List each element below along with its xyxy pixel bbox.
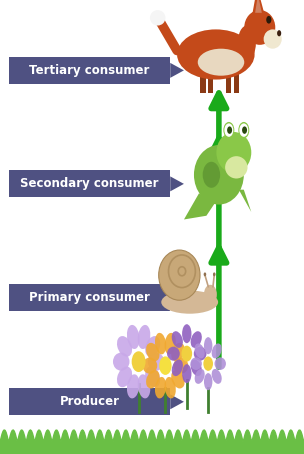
Ellipse shape (113, 353, 130, 371)
Ellipse shape (117, 336, 132, 357)
Circle shape (181, 345, 192, 362)
Circle shape (242, 126, 247, 134)
Circle shape (204, 272, 206, 276)
Ellipse shape (164, 333, 176, 355)
Ellipse shape (264, 30, 282, 49)
Ellipse shape (146, 370, 160, 389)
Bar (208, 64, 213, 93)
Ellipse shape (146, 343, 160, 361)
Ellipse shape (238, 25, 256, 60)
Circle shape (266, 16, 271, 24)
Ellipse shape (244, 10, 275, 45)
Circle shape (224, 123, 233, 137)
Polygon shape (252, 0, 265, 16)
Ellipse shape (148, 353, 164, 371)
Ellipse shape (174, 358, 188, 374)
FancyBboxPatch shape (9, 284, 170, 311)
Circle shape (223, 122, 234, 138)
Ellipse shape (167, 347, 180, 360)
Ellipse shape (127, 374, 140, 399)
Ellipse shape (172, 331, 183, 348)
Circle shape (132, 351, 146, 372)
Ellipse shape (191, 331, 202, 348)
Ellipse shape (212, 343, 222, 359)
Text: Primary consumer: Primary consumer (29, 291, 150, 304)
Bar (200, 64, 206, 93)
Circle shape (213, 272, 216, 276)
Bar (234, 64, 239, 93)
Ellipse shape (145, 366, 160, 387)
Ellipse shape (117, 366, 132, 387)
Ellipse shape (182, 324, 192, 343)
FancyBboxPatch shape (9, 388, 170, 415)
Ellipse shape (194, 145, 244, 205)
Ellipse shape (150, 10, 165, 25)
Text: Secondary consumer: Secondary consumer (20, 178, 159, 190)
Polygon shape (170, 176, 184, 191)
Polygon shape (239, 190, 251, 212)
Ellipse shape (182, 364, 192, 383)
Ellipse shape (225, 156, 247, 178)
Polygon shape (170, 394, 184, 410)
Polygon shape (170, 63, 184, 78)
Circle shape (239, 123, 248, 137)
Ellipse shape (212, 369, 222, 384)
Ellipse shape (145, 336, 160, 357)
FancyBboxPatch shape (9, 57, 170, 84)
Ellipse shape (171, 370, 185, 389)
Text: Tertiary consumer: Tertiary consumer (29, 64, 150, 77)
Bar (226, 64, 231, 93)
Ellipse shape (191, 360, 202, 376)
Ellipse shape (171, 343, 185, 361)
Ellipse shape (215, 357, 226, 370)
Ellipse shape (164, 377, 176, 399)
Ellipse shape (177, 30, 254, 79)
Ellipse shape (203, 162, 220, 188)
Ellipse shape (204, 373, 212, 390)
Ellipse shape (155, 333, 166, 355)
Polygon shape (255, 0, 262, 13)
Circle shape (159, 356, 171, 375)
Ellipse shape (161, 291, 218, 314)
Ellipse shape (138, 374, 150, 399)
Text: Producer: Producer (60, 395, 120, 408)
Ellipse shape (194, 347, 206, 360)
Polygon shape (184, 193, 216, 219)
Ellipse shape (195, 369, 205, 384)
Ellipse shape (172, 360, 183, 376)
Ellipse shape (204, 337, 212, 354)
Ellipse shape (127, 325, 140, 349)
Circle shape (204, 285, 217, 304)
Circle shape (277, 30, 281, 36)
Ellipse shape (159, 250, 200, 300)
Ellipse shape (216, 132, 251, 173)
Ellipse shape (138, 325, 150, 349)
Polygon shape (170, 290, 184, 305)
Ellipse shape (198, 49, 244, 76)
Ellipse shape (143, 358, 157, 374)
FancyBboxPatch shape (9, 170, 170, 197)
Circle shape (203, 356, 213, 371)
Ellipse shape (195, 343, 205, 359)
Circle shape (227, 126, 232, 134)
Circle shape (238, 122, 249, 138)
Ellipse shape (155, 377, 166, 399)
Ellipse shape (190, 357, 202, 370)
